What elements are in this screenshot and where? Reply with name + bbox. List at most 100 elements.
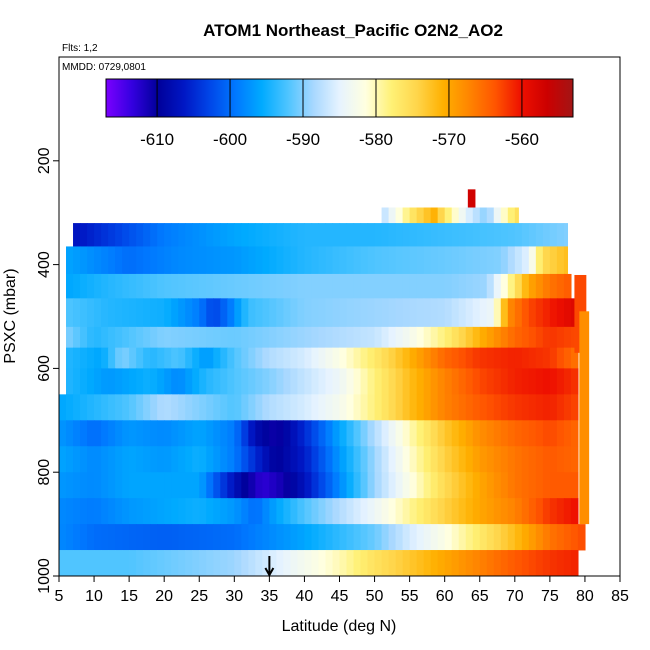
- heatmap-cell: [325, 550, 334, 577]
- heatmap-cell: [570, 368, 579, 395]
- heatmap-cell: [563, 273, 572, 299]
- heatmap-cell: [171, 472, 179, 499]
- colorbar-tick-label: -560: [505, 130, 539, 149]
- heatmap-cell: [262, 347, 270, 369]
- heatmap-cell: [486, 472, 495, 499]
- heatmap-cell: [430, 207, 439, 224]
- heatmap-cell: [297, 223, 306, 247]
- heatmap-cell: [556, 550, 565, 577]
- heatmap-cell: [290, 498, 299, 525]
- heatmap-cell: [339, 420, 348, 447]
- heatmap-cell: [542, 223, 551, 247]
- heatmap-cell: [80, 420, 88, 447]
- heatmap-cell: [346, 368, 355, 395]
- heatmap-cell: [255, 446, 263, 473]
- heatmap-cell: [206, 446, 214, 473]
- heatmap-cell: [269, 524, 277, 551]
- heatmap-cell: [220, 394, 228, 421]
- heatmap-cell: [465, 347, 474, 369]
- heatmap-cell: [276, 326, 284, 349]
- heatmap-cell: [437, 273, 446, 299]
- heatmap-cell: [556, 524, 565, 551]
- heatmap-cell: [199, 298, 207, 328]
- heatmap-cell: [535, 326, 544, 349]
- heatmap-cell: [367, 498, 376, 525]
- heatmap-cell: [367, 246, 376, 275]
- heatmap-cell: [493, 394, 502, 421]
- heatmap-cell: [514, 223, 523, 247]
- heatmap-cell: [388, 326, 397, 349]
- heatmap-cell: [479, 550, 488, 577]
- heatmap-cell: [262, 223, 270, 247]
- heatmap-cell: [227, 368, 235, 395]
- heatmap-cell: [339, 524, 348, 551]
- heatmap-cell: [241, 273, 249, 299]
- heatmap-cell: [416, 246, 425, 275]
- heatmap-cell: [353, 298, 362, 328]
- heatmap-cell: [423, 207, 432, 224]
- heatmap-cell: [80, 298, 88, 328]
- heatmap-cell: [164, 420, 172, 447]
- heatmap-cell: [521, 498, 530, 525]
- heatmap-cell: [563, 498, 572, 525]
- heatmap-cell: [339, 273, 348, 299]
- heatmap-cell: [493, 498, 502, 525]
- heatmap-cell: [136, 347, 144, 369]
- heatmap-cell: [115, 273, 123, 299]
- heatmap-cell: [549, 550, 558, 577]
- heatmap-cell: [500, 223, 509, 247]
- heatmap-cell: [297, 498, 306, 525]
- heatmap-cell: [472, 550, 481, 577]
- heatmap-cell: [206, 368, 214, 395]
- heatmap-cell: [164, 298, 172, 328]
- heatmap-cell: [157, 326, 165, 349]
- heatmap-cell: [416, 472, 425, 499]
- heatmap-cell: [500, 207, 509, 224]
- heatmap-cell: [535, 550, 544, 577]
- heatmap-cell: [304, 394, 313, 421]
- heatmap-cell: [486, 326, 495, 349]
- heatmap-cell: [269, 550, 277, 577]
- heatmap-cell: [409, 223, 418, 247]
- heatmap-cell: [311, 498, 320, 525]
- heatmap-cell: [339, 347, 348, 369]
- heatmap-cell: [108, 524, 116, 551]
- heatmap-cell: [269, 298, 277, 328]
- heatmap-cell: [94, 246, 102, 275]
- colorbar-gradient: [105, 78, 574, 118]
- heatmap-cell: [129, 246, 137, 275]
- heatmap-cell: [486, 524, 495, 551]
- heatmap-cell: [206, 347, 214, 369]
- heatmap-cell: [444, 246, 453, 275]
- heatmap-cell: [472, 368, 481, 395]
- heatmap-cell: [325, 524, 334, 551]
- heatmap-cell: [213, 368, 221, 395]
- heatmap-cell: [87, 246, 95, 275]
- heatmap-cell: [514, 246, 523, 275]
- heatmap-cell: [521, 223, 530, 247]
- heatmap-cell: [269, 446, 277, 473]
- x-tick-label: 60: [436, 588, 454, 605]
- heatmap-cell: [374, 524, 383, 551]
- heatmap-cell: [451, 394, 460, 421]
- heatmap-cell: [143, 524, 151, 551]
- heatmap-cell: [486, 347, 495, 369]
- heatmap-cell: [437, 298, 446, 328]
- heatmap-cell: [101, 394, 109, 421]
- heatmap-cell: [409, 368, 418, 395]
- heatmap-cell: [248, 368, 256, 395]
- heatmap-cell: [262, 420, 270, 447]
- heatmap-cell: [437, 472, 446, 499]
- heatmap-cell: [206, 246, 214, 275]
- heatmap-cell: [514, 524, 523, 551]
- heatmap-cell: [227, 420, 235, 447]
- heatmap-cell: [500, 550, 509, 577]
- heatmap-cell: [101, 420, 109, 447]
- heatmap-cell: [542, 472, 551, 499]
- heatmap-cell: [206, 273, 214, 299]
- heatmap-cell: [451, 550, 460, 577]
- heatmap-cell: [164, 273, 172, 299]
- heatmap-cell: [241, 298, 249, 328]
- heatmap-cell: [556, 347, 565, 369]
- heatmap-cell: [108, 550, 116, 577]
